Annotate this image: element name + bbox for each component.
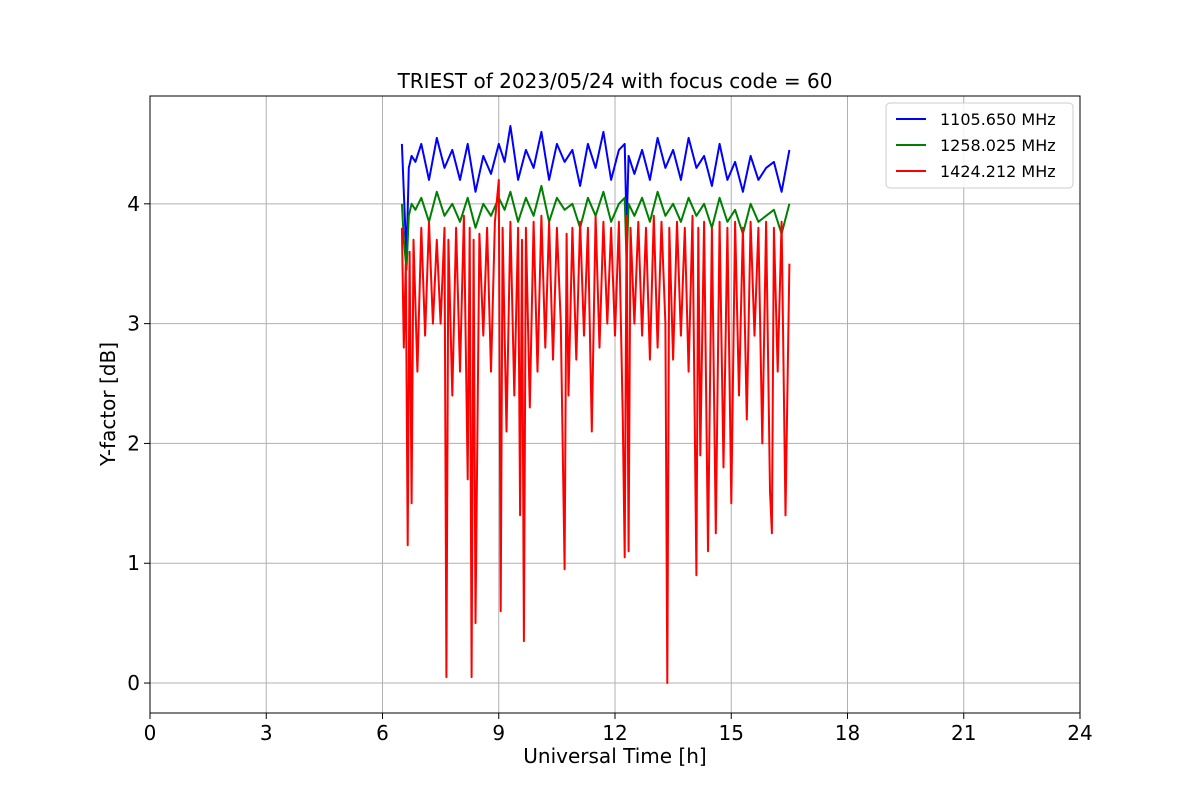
x-tick-label-15: 15	[719, 721, 744, 745]
chart-title: TRIEST of 2023/05/24 with focus code = 6…	[397, 69, 833, 93]
y-axis-label: Y-factor [dB]	[96, 342, 120, 467]
series-line-1105-650-mhz	[400, 125, 791, 259]
y-tick-label-3: 3	[127, 312, 140, 336]
series-layer	[400, 125, 791, 684]
legend: 1105.650 MHz 1258.025 MHz 1424.212 MHz	[885, 102, 1074, 189]
legend-label-1424-mhz: 1424.212 MHz	[940, 162, 1056, 181]
y-tick-label-1: 1	[127, 551, 140, 575]
x-tick-label-6: 6	[376, 721, 389, 745]
x-tick-label-24: 24	[1067, 721, 1092, 745]
series-line-1258-025-mhz	[400, 184, 791, 271]
legend-label-1105-mhz: 1105.650 MHz	[940, 110, 1056, 129]
legend-label-1258-mhz: 1258.025 MHz	[940, 136, 1056, 155]
x-tick-label-12: 12	[602, 721, 627, 745]
y-tick-label-2: 2	[127, 431, 140, 455]
y-tick-label-0: 0	[127, 671, 140, 695]
x-tick-label-3: 3	[260, 721, 273, 745]
x-tick-label-0: 0	[144, 721, 157, 745]
legend-box	[885, 102, 1074, 189]
x-axis-label: Universal Time [h]	[523, 744, 706, 768]
x-tick-label-18: 18	[835, 721, 860, 745]
x-tick-label-9: 9	[492, 721, 505, 745]
y-tick-label-4: 4	[127, 192, 140, 216]
series-line-1424-212-mhz	[400, 178, 791, 684]
x-tick-label-21: 21	[951, 721, 976, 745]
